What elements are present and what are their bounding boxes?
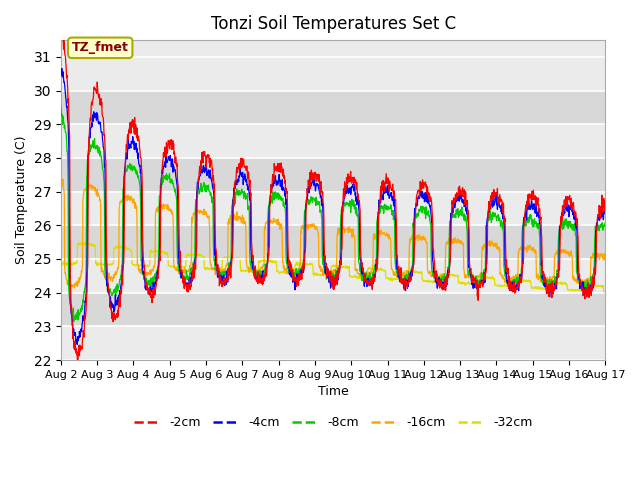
X-axis label: Time: Time (317, 385, 348, 398)
Y-axis label: Soil Temperature (C): Soil Temperature (C) (15, 136, 28, 264)
Text: TZ_fmet: TZ_fmet (72, 41, 129, 54)
Bar (61, 293, 605, 326)
Title: Tonzi Soil Temperatures Set C: Tonzi Soil Temperatures Set C (211, 15, 456, 33)
Bar (61, 225, 605, 259)
Bar (61, 57, 605, 91)
Bar (61, 158, 605, 192)
Legend: -2cm, -4cm, -8cm, -16cm, -32cm: -2cm, -4cm, -8cm, -16cm, -32cm (129, 411, 537, 434)
Bar (61, 326, 605, 360)
Bar (61, 124, 605, 158)
Bar (61, 259, 605, 293)
Bar (61, 91, 605, 124)
Bar (61, 192, 605, 225)
